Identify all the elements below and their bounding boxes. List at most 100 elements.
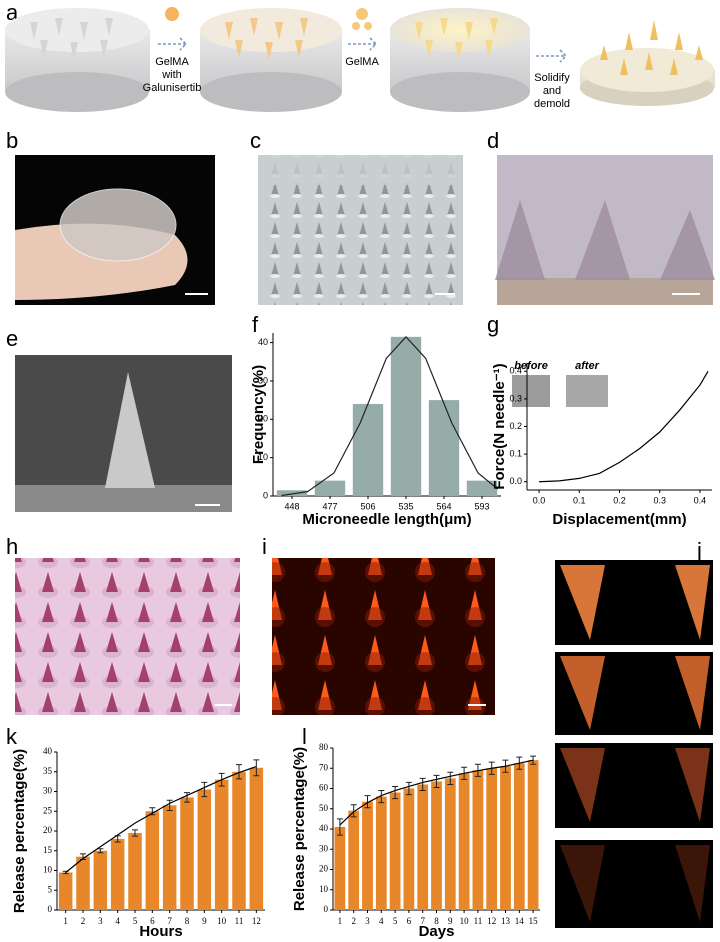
- x-tick-label: 6: [407, 916, 412, 926]
- x-tick-label: 7: [167, 916, 172, 926]
- y-tick-label: 0.4: [509, 366, 522, 376]
- bar: [128, 832, 142, 910]
- disc: [5, 8, 150, 112]
- x-tick-label: 0.1: [573, 495, 586, 505]
- y-tick-label: 0.3: [509, 393, 522, 403]
- x-tick-label: 448: [284, 501, 299, 511]
- x-tick-label: 11: [235, 916, 244, 926]
- y-tick-label: 10: [43, 865, 53, 875]
- bar: [110, 838, 125, 910]
- bar: [431, 781, 442, 910]
- error-bar: [336, 818, 343, 836]
- bar: [352, 403, 384, 496]
- x-tick-label: 12: [487, 916, 496, 926]
- error-bar: [364, 795, 371, 809]
- panel-label: k: [6, 724, 18, 749]
- y-axis-title: Release percentage(%): [291, 747, 308, 911]
- step-text: with: [161, 69, 182, 81]
- x-tick-label: 506: [360, 501, 375, 511]
- photo-j: [555, 560, 713, 928]
- panel-label: f: [252, 312, 259, 337]
- step-text: and: [543, 85, 561, 97]
- y-tick-label: 0.2: [509, 421, 522, 431]
- x-tick-label: 1: [338, 916, 343, 926]
- panel-label: j: [696, 538, 702, 563]
- x-tick-label: 10: [217, 916, 227, 926]
- bar: [486, 768, 498, 910]
- patch: [580, 20, 715, 106]
- x-tick-label: 8: [185, 916, 190, 926]
- x-tick-label: 15: [529, 916, 539, 926]
- line: [339, 759, 534, 826]
- panel-label: g: [487, 312, 499, 337]
- y-tick-label: 40: [258, 337, 268, 347]
- bar: [513, 763, 525, 910]
- bar: [390, 336, 422, 496]
- bar: [428, 400, 460, 496]
- panel-label: i: [262, 534, 267, 559]
- y-axis-title: Release percentage(%): [11, 749, 28, 913]
- x-axis-title: Days: [419, 923, 455, 940]
- step-text: Solidify: [534, 72, 570, 84]
- y-tick-label: 10: [258, 452, 268, 462]
- error-bar: [201, 781, 208, 798]
- x-tick-label: 4: [379, 916, 384, 926]
- bar: [466, 480, 498, 496]
- bar: [444, 778, 456, 910]
- bar: [180, 797, 194, 910]
- x-tick-label: 0.4: [694, 495, 707, 505]
- line: [281, 335, 499, 497]
- error-bar: [433, 774, 440, 788]
- y-axis-title: Frequency(%): [250, 365, 267, 464]
- x-tick-label: 11: [474, 916, 483, 926]
- x-tick-label: 9: [202, 916, 207, 926]
- y-tick-label: 40: [319, 823, 329, 833]
- x-tick-label: 10: [460, 916, 470, 926]
- disc: [390, 8, 530, 112]
- bar: [375, 796, 387, 910]
- y-tick-label: 0: [263, 490, 268, 500]
- x-tick-label: 0.3: [653, 495, 666, 505]
- bar: [232, 771, 246, 910]
- y-tick-label: 30: [43, 786, 53, 796]
- x-tick-label: 0.0: [533, 495, 546, 505]
- y-tick-label: 0: [48, 904, 53, 914]
- panel-labels: ab c def gh i jk l: [6, 0, 702, 749]
- x-tick-label: 7: [420, 916, 425, 926]
- bar: [249, 767, 264, 910]
- photo-c: [258, 155, 463, 305]
- x-axis-title: Displacement(mm): [552, 511, 686, 528]
- y-tick-label: 70: [319, 762, 329, 772]
- line: [539, 370, 709, 483]
- x-tick-label: 2: [351, 916, 356, 926]
- x-tick-label: 13: [501, 916, 511, 926]
- x-tick-label: 9: [448, 916, 453, 926]
- x-tick-label: 4: [115, 916, 120, 926]
- x-tick-label: 12: [252, 916, 261, 926]
- bar: [527, 760, 539, 910]
- y-tick-label: 35: [43, 766, 53, 776]
- x-axis-title: Microneedle length(μm): [302, 511, 471, 528]
- error-bar: [253, 759, 260, 777]
- step-label: GelMA: [345, 56, 379, 68]
- line: [65, 766, 257, 873]
- bar: [417, 784, 429, 910]
- bar: [214, 779, 229, 910]
- error-bar: [236, 764, 242, 780]
- x-tick-label: 477: [322, 501, 337, 511]
- y-tick-label: 15: [43, 845, 53, 855]
- error-bar: [405, 781, 412, 796]
- photo-e: [15, 355, 232, 512]
- x-tick-label: 535: [398, 501, 413, 511]
- x-tick-label: 14: [515, 916, 525, 926]
- step-text: GelMA: [155, 56, 189, 68]
- x-tick-label: 8: [434, 916, 439, 926]
- photo-b: [15, 155, 215, 305]
- x-tick-label: 3: [365, 916, 370, 926]
- x-tick-label: 3: [98, 916, 103, 926]
- arrows: [158, 37, 568, 63]
- y-tick-label: 5: [48, 884, 53, 894]
